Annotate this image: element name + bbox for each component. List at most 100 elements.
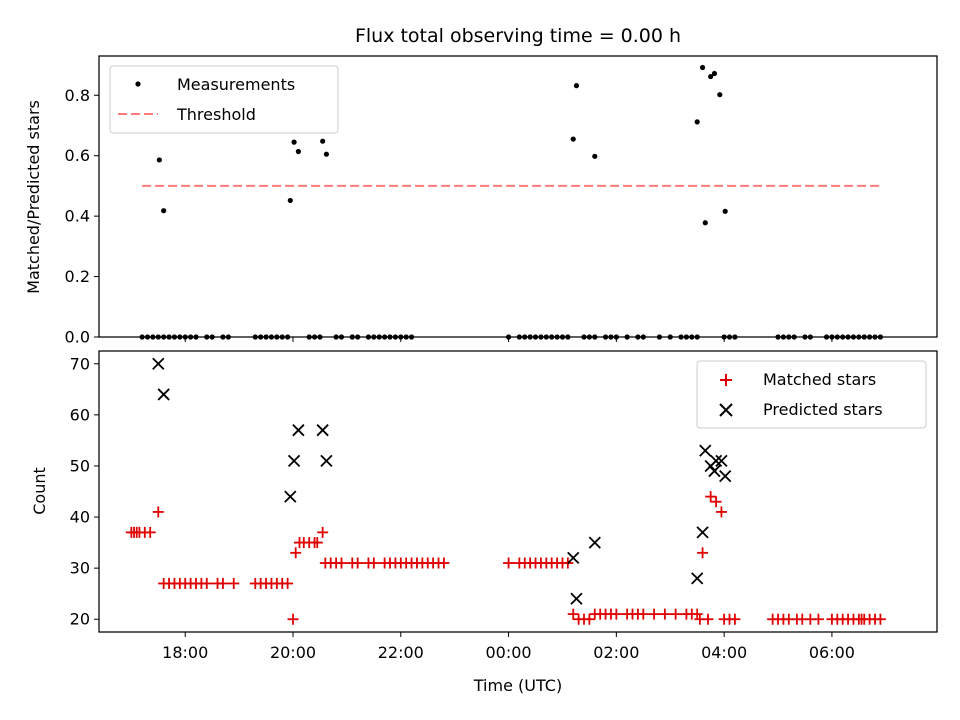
measurement-point <box>717 92 723 98</box>
measurement-point <box>694 119 700 125</box>
measurement-point <box>711 70 718 77</box>
legend-threshold: Threshold <box>176 105 256 124</box>
bottom-axes-frame <box>98 350 938 633</box>
matched-stars-point <box>648 608 660 620</box>
top-y-tick-label: 0.6 <box>65 146 90 165</box>
matched-stars-point <box>287 613 299 625</box>
predicted-stars-point <box>287 454 301 467</box>
measurement-point <box>295 148 301 155</box>
x-tick-label: 06:00 <box>809 643 855 662</box>
predicted-stars-point <box>699 444 712 457</box>
matched-stars-point <box>282 577 294 589</box>
predicted-stars-point <box>284 490 297 503</box>
matched-stars-point <box>583 613 595 625</box>
matched-stars-point <box>438 557 450 569</box>
matched-stars-point <box>352 557 364 569</box>
measurement-point <box>287 197 293 204</box>
x-tick-label: 18:00 <box>162 643 208 662</box>
predicted-stars-point <box>570 592 583 605</box>
matched-stars-point <box>144 526 156 538</box>
predicted-stars-point <box>709 454 723 467</box>
matched-stars-point <box>874 613 886 625</box>
predicted-stars-point <box>567 551 580 565</box>
matched-stars-point <box>217 577 229 589</box>
matched-stars-point <box>729 613 741 625</box>
matched-stars-point <box>637 608 649 620</box>
bottom-y-tick-label: 40 <box>70 508 90 527</box>
top-legend-box <box>109 65 339 134</box>
predicted-stars-point <box>708 464 721 478</box>
matched-stars-point <box>702 613 714 625</box>
measurement-point <box>323 151 330 157</box>
predicted-stars-point <box>719 470 732 483</box>
matched-legend-marker <box>720 374 732 386</box>
predicted-stars-point <box>292 424 305 437</box>
predicted-stars-point <box>715 454 728 467</box>
matched-stars-point <box>311 537 323 549</box>
bottom-y-tick-label: 20 <box>70 610 90 629</box>
matched-stars-point <box>610 608 622 620</box>
matched-stars-point <box>201 577 213 589</box>
matched-stars-point <box>812 613 824 625</box>
matched-stars-point <box>503 557 515 569</box>
top-ticks: 0.0 0.2 0.4 0.6 0.8 <box>65 86 833 347</box>
predicted-stars-point <box>157 388 170 401</box>
predicted-stars-point <box>320 454 333 467</box>
top-legend: Measurements Threshold <box>109 65 339 134</box>
legend-predicted-stars: Predicted stars <box>763 400 883 419</box>
bottom-plot-area <box>125 357 886 625</box>
matched-stars-point <box>691 608 703 620</box>
measurement-legend-marker <box>135 81 141 87</box>
top-axes-frame <box>98 55 938 338</box>
top-y-tick-label: 0.2 <box>65 267 90 286</box>
top-y-tick-label: 0.4 <box>65 207 90 226</box>
bottom-y-tick-label: 30 <box>70 559 90 578</box>
top-y-axis-label: Matched/Predicted stars <box>24 100 43 294</box>
measurement-point <box>699 64 706 71</box>
bottom-legend: Matched stars Predicted stars <box>696 360 927 429</box>
x-tick-label: 04:00 <box>701 643 747 662</box>
matched-stars-point <box>705 491 717 503</box>
measurement-point <box>722 208 728 214</box>
measurement-point <box>708 73 714 80</box>
matched-stars-point <box>228 577 240 589</box>
predicted-stars-point <box>696 526 709 539</box>
matched-stars-point <box>670 608 682 620</box>
measurement-point <box>161 208 167 214</box>
bottom-y-tick-label: 50 <box>70 456 90 475</box>
predicted-stars-point <box>588 536 601 549</box>
matched-stars-point <box>697 547 709 559</box>
predicted-stars-point <box>316 424 329 437</box>
bottom-legend-box <box>696 360 927 429</box>
matched-stars-point <box>317 526 329 538</box>
measurement-point <box>592 153 598 159</box>
predicted-legend-marker <box>719 403 733 417</box>
legend-measurements: Measurements <box>177 75 295 94</box>
matched-stars-point <box>290 547 302 559</box>
bottom-y-axis-label: Count <box>30 467 49 515</box>
x-tick-label: 00:00 <box>486 643 532 662</box>
x-tick-label: 20:00 <box>270 643 316 662</box>
matched-stars-point <box>710 496 722 508</box>
predicted-stars-point <box>152 357 165 370</box>
matched-stars-point <box>659 608 671 620</box>
measurement-point <box>702 220 708 226</box>
matched-stars-point <box>336 557 348 569</box>
x-tick-label: 02:00 <box>593 643 639 662</box>
measurement-point <box>570 136 576 142</box>
measurement-point <box>573 83 580 89</box>
legend-matched-stars: Matched stars <box>763 370 876 389</box>
matched-stars-point <box>715 506 727 518</box>
top-y-tick-label: 0.0 <box>65 328 90 347</box>
matched-stars-point <box>567 608 579 620</box>
x-tick-label: 22:00 <box>378 643 424 662</box>
measurement-point <box>320 138 326 144</box>
x-axis-label: Time (UTC) <box>473 676 562 695</box>
bottom-ticks: 20 30 40 50 60 70 18:00 20:00 22:00 00:00 02:00 04:… <box>70 354 855 662</box>
matched-stars-point <box>152 506 164 518</box>
top-axes: Flux total observing time = 0.00 h Match… <box>24 25 938 347</box>
measurement-point <box>291 139 297 145</box>
bottom-y-tick-label: 70 <box>70 354 90 373</box>
